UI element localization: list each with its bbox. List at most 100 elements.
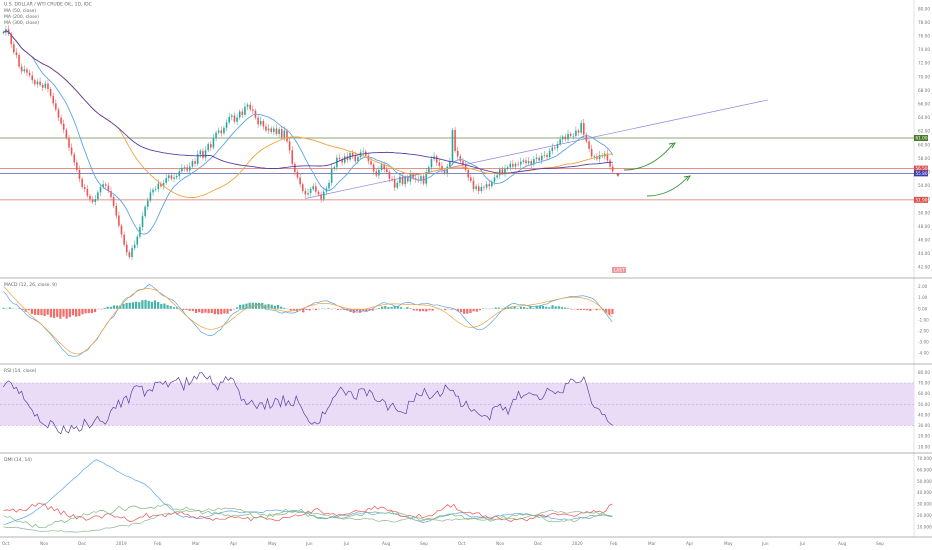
macd-histogram-bar [21,308,24,310]
candle-body [2,32,5,34]
macd-histogram-bar [475,308,478,312]
candle-body [496,175,498,178]
macd-histogram-bar [469,308,472,314]
time-tick-label: Oct [2,541,10,546]
macd-histogram-bar [2,307,5,309]
macd-histogram-bar [40,308,43,316]
macd-histogram-bar [510,307,513,309]
macd-pane: 2.00 1.00 0.00 -1.00 -2.00 -3.00 -4.00 [2,283,929,357]
candle-body [393,179,396,188]
macd-histogram-bar [529,306,532,309]
candle-body [146,200,149,207]
candle-body [330,168,333,183]
macd-histogram-bar [526,307,529,309]
candle-body [283,130,286,138]
candle-body [49,89,52,96]
candle-body [173,177,175,179]
candle-body [380,164,383,170]
macd-histogram-bar [302,308,305,313]
macd-histogram-bar [18,308,21,309]
macd-histogram-bar [513,306,516,309]
candle-body [102,184,104,187]
macd-histogram-bar [409,308,412,309]
candle-body [86,189,89,196]
macd-histogram-bar [557,306,560,309]
macd-histogram-bar [522,306,526,309]
price-tick-label: 58.00 [918,156,930,161]
candle-body [322,191,325,200]
candle-body [217,130,220,133]
macd-histogram-bar [548,307,551,309]
macd-histogram-bar [144,299,147,309]
candle-body [307,193,309,195]
candle-body [611,166,614,172]
candle-body [509,163,512,168]
macd-histogram-bar [78,308,81,317]
candle-body [438,162,441,166]
candle-body [538,157,540,161]
time-tick-label: Jun [305,541,313,546]
price-tick-label: 74.00 [918,47,930,52]
ma-50-legend: MA (50, close) [4,8,36,14]
macd-histogram-bar [459,308,463,313]
price-tag-box [914,196,928,203]
candle-body [136,236,139,245]
macd-histogram-bar [478,308,482,311]
candle-body [52,95,55,104]
candle-body [585,134,588,142]
candle-body [483,186,485,188]
candle-body [569,133,572,136]
candle-body [430,159,433,168]
macd-histogram-bar [538,305,541,309]
candle-body [546,155,548,158]
price-tick-label: 48.00 [918,224,930,229]
macd-histogram-bar [169,306,172,309]
price-tick-label: 42.00 [918,265,930,270]
macd-histogram-bar [422,308,425,312]
time-tick-label: Jul [799,541,805,546]
candle-body [428,167,430,172]
macd-histogram-bar [242,304,245,309]
candle-body [561,136,564,140]
price-tick-label: 80.00 [918,6,930,11]
candle-body [425,172,427,184]
macd-histogram-bar [30,308,34,314]
time-tick-label: Feb [610,541,618,546]
macd-histogram-bar [8,307,11,309]
candle-body [34,80,36,85]
macd-histogram-bar [605,308,608,313]
candle-body [128,252,131,257]
macd-histogram-bar [93,308,97,313]
rsi-tick-label: 40.00 [918,412,930,417]
candle-body [459,156,462,162]
candle-body [210,144,212,148]
candle-body [309,189,312,194]
candle-body [341,159,343,163]
macd-histogram-bar [374,308,377,310]
candle-body [480,186,483,192]
macd-histogram-bar [289,308,292,311]
candle-body [125,244,128,253]
candle-body [15,52,18,56]
macd-histogram-bar [226,308,229,314]
candle-body [160,183,162,187]
macd-histogram-bar [406,307,409,309]
macd-histogram-bar [352,308,355,313]
candle-body [131,248,133,257]
candle-body [233,115,236,122]
candle-body [189,166,191,171]
time-tick-label: 2019 [116,541,127,546]
candle-body [383,164,385,170]
candle-body [412,174,414,179]
price-tag-box [914,170,928,177]
candle-body [178,171,181,177]
candle-body [94,199,97,202]
candle-body [91,199,94,202]
candle-body [220,130,223,134]
candle-body [475,186,477,189]
candle-body [372,164,375,172]
ma-300-legend: MA (300, close) [4,20,39,26]
macd-histogram-bar [220,308,223,315]
